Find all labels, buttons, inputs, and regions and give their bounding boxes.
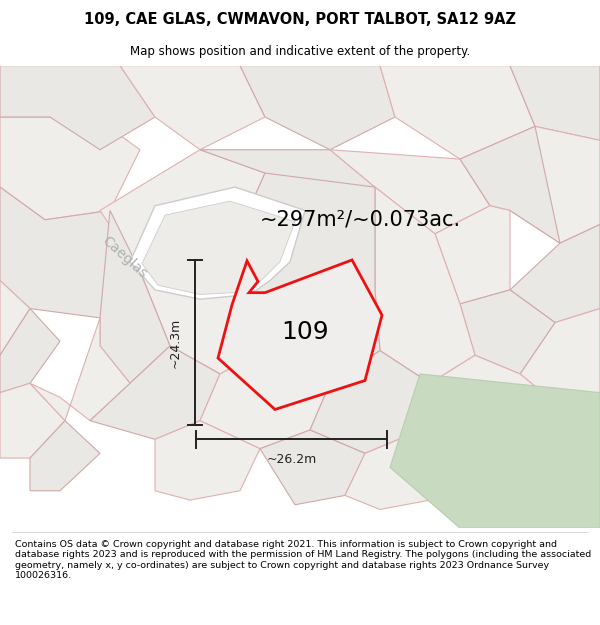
Polygon shape [218, 260, 382, 409]
Polygon shape [30, 421, 100, 491]
Polygon shape [510, 126, 600, 243]
Polygon shape [100, 211, 170, 383]
Polygon shape [0, 66, 155, 150]
Polygon shape [140, 229, 265, 374]
Polygon shape [375, 187, 475, 383]
Polygon shape [200, 150, 375, 224]
Polygon shape [520, 309, 600, 407]
Polygon shape [142, 201, 295, 294]
Text: ~297m²/~0.073ac.: ~297m²/~0.073ac. [259, 210, 461, 230]
Polygon shape [155, 421, 260, 500]
Polygon shape [0, 383, 65, 458]
Polygon shape [460, 126, 560, 243]
Polygon shape [100, 150, 265, 271]
Text: 109: 109 [281, 320, 329, 344]
Polygon shape [510, 66, 600, 141]
Polygon shape [0, 187, 140, 318]
Polygon shape [130, 187, 305, 299]
Text: Map shows position and indicative extent of the property.: Map shows position and indicative extent… [130, 45, 470, 58]
Polygon shape [380, 66, 535, 159]
Polygon shape [260, 430, 365, 505]
Polygon shape [330, 150, 490, 234]
Polygon shape [0, 309, 60, 392]
Text: ~24.3m: ~24.3m [169, 318, 182, 368]
Polygon shape [0, 281, 30, 355]
Polygon shape [460, 290, 555, 374]
Polygon shape [240, 66, 395, 150]
Polygon shape [410, 355, 560, 468]
Text: 109, CAE GLAS, CWMAVON, PORT TALBOT, SA12 9AZ: 109, CAE GLAS, CWMAVON, PORT TALBOT, SA1… [84, 12, 516, 27]
Polygon shape [390, 374, 600, 528]
Polygon shape [435, 206, 510, 304]
Polygon shape [200, 351, 330, 449]
Text: Contains OS data © Crown copyright and database right 2021. This information is : Contains OS data © Crown copyright and d… [15, 540, 591, 580]
Text: Caeglas: Caeglas [100, 233, 150, 281]
Polygon shape [120, 66, 265, 150]
Polygon shape [90, 346, 220, 439]
Polygon shape [510, 224, 600, 322]
Polygon shape [345, 435, 455, 509]
Polygon shape [0, 117, 140, 220]
Polygon shape [310, 351, 430, 453]
Polygon shape [30, 318, 130, 421]
Text: ~26.2m: ~26.2m [266, 453, 317, 466]
Polygon shape [240, 173, 380, 383]
